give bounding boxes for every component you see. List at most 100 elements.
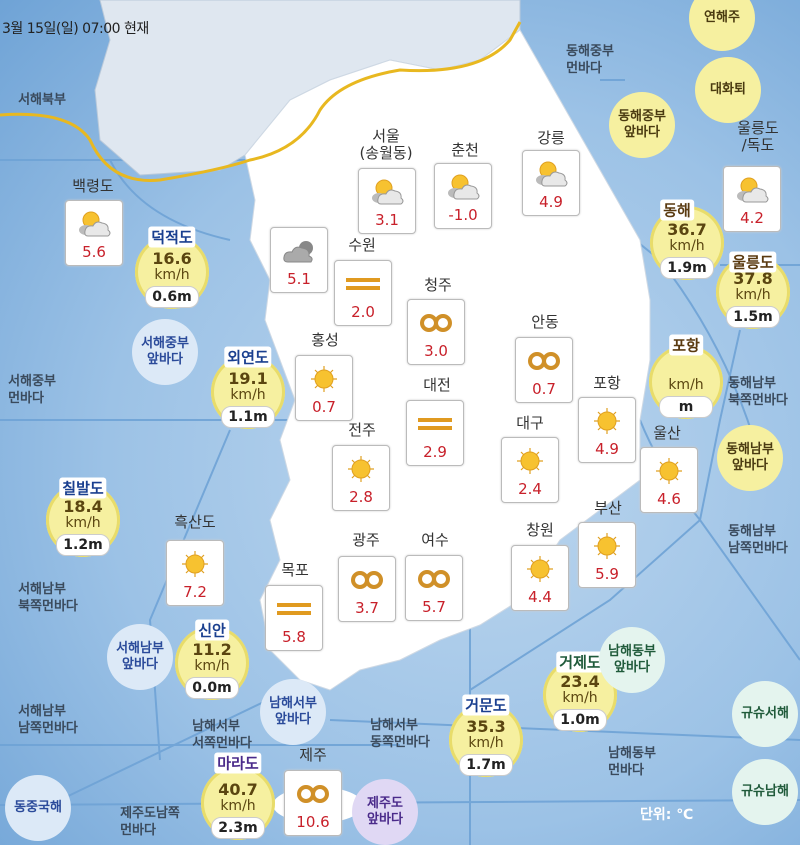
sea-area-label: 남해서부 서쪽먼바다 [192, 719, 252, 751]
sea-area-circle[interactable]: 남해동부 앞바다 [599, 627, 665, 693]
temperature: 2.9 [423, 443, 447, 461]
buoy-name: 울릉도 [729, 251, 777, 273]
weather-card[interactable]: 2.8 [332, 445, 390, 511]
haze-icon [343, 269, 383, 299]
sea-area-circle[interactable]: 서해남부 앞바다 [107, 624, 173, 690]
buoy-name: 포항 [669, 334, 703, 356]
city-name: 전주 [348, 421, 376, 439]
wind-unit: km/h [194, 658, 230, 674]
city-name: 수원 [348, 236, 376, 254]
weather-card[interactable]: 5.6 [65, 200, 123, 266]
weather-card[interactable]: 3.1 [358, 168, 416, 234]
wind-unit: km/h [154, 267, 190, 283]
cloudy-icon [279, 236, 319, 266]
sea-area-circle[interactable]: 대화퇴 [695, 57, 761, 123]
sea-area-circle[interactable]: 동중국해 [5, 775, 71, 841]
sunny-icon [304, 364, 344, 394]
sea-area-circle[interactable]: 연해주 [689, 0, 755, 51]
wave-height: 1.9m [660, 257, 714, 279]
sea-area-label: 남해동부 먼바다 [608, 746, 656, 778]
wind-speed: 36.7 [667, 220, 707, 239]
city-name: 춘천 [451, 141, 479, 159]
city-name: 창원 [526, 521, 554, 539]
sunny-icon [341, 454, 381, 484]
weather-card[interactable]: 4.9 [522, 150, 580, 216]
buoy-marker[interactable]: km/h m [649, 345, 723, 419]
buoy-name: 칠발도 [59, 477, 107, 499]
sea-area-label: 서해남부 남쪽먼바다 [18, 704, 78, 736]
sunny-icon [175, 549, 215, 579]
temperature: 4.9 [595, 440, 619, 458]
wave-height: m [659, 396, 713, 418]
city-name: 여수 [421, 531, 449, 549]
city-name: 안동 [531, 313, 559, 331]
temperature: 3.1 [375, 211, 399, 229]
city-name: 부산 [594, 499, 622, 517]
city-name: 흑산도 [174, 513, 216, 531]
weather-card[interactable]: 3.7 [338, 556, 396, 622]
city-name: 울릉도 /독도 [737, 119, 779, 154]
haze-icon [415, 409, 455, 439]
buoy-marker[interactable]: 40.7 km/h 2.3m [201, 766, 275, 840]
city-name: 울산 [653, 424, 681, 442]
temperature: 2.8 [349, 488, 373, 506]
sea-area-circle[interactable]: 규슈남해 [732, 759, 798, 825]
weather-card[interactable]: 4.9 [578, 397, 636, 463]
wave-height: 1.7m [459, 754, 513, 776]
sea-area-label: 서해남부 북쪽먼바다 [18, 582, 78, 614]
weather-card[interactable]: 0.7 [295, 355, 353, 421]
weather-card[interactable]: 0.7 [515, 337, 573, 403]
sea-area-circle[interactable]: 규슈서해 [732, 681, 798, 747]
weather-card[interactable]: 4.4 [511, 545, 569, 611]
weather-card[interactable]: 2.0 [334, 260, 392, 326]
fog-icon [347, 565, 387, 595]
buoy-marker[interactable]: 11.2 km/h 0.0m [175, 626, 249, 700]
sea-area-label: 서해북부 [18, 92, 66, 108]
weather-card[interactable]: 5.1 [270, 227, 328, 293]
buoy-marker[interactable]: 35.3 km/h 1.7m [449, 703, 523, 777]
buoy-name: 동해 [660, 199, 694, 221]
weather-card[interactable]: 3.0 [407, 299, 465, 365]
unit-label: 단위: ℃ [640, 807, 694, 823]
temperature: 4.6 [657, 490, 681, 508]
weather-card[interactable]: 5.9 [578, 522, 636, 588]
weather-card[interactable]: 4.2 [723, 166, 781, 232]
temperature: 4.2 [740, 209, 764, 227]
weather-card[interactable]: 2.4 [501, 437, 559, 503]
weather-card[interactable]: 5.8 [265, 585, 323, 651]
weather-card[interactable]: 5.7 [405, 555, 463, 621]
haze-icon [274, 594, 314, 624]
wind-speed: 37.8 [733, 269, 773, 288]
temperature: 7.2 [183, 583, 207, 601]
city-name: 광주 [352, 531, 380, 549]
temperature: 5.1 [287, 270, 311, 288]
fog-icon [414, 564, 454, 594]
sea-area-circle[interactable]: 동해남부 앞바다 [717, 425, 783, 491]
sunny-icon [510, 446, 550, 476]
weather-card[interactable]: 7.2 [166, 540, 224, 606]
fog-icon [416, 308, 456, 338]
temperature: 5.7 [422, 598, 446, 616]
sea-area-circle[interactable]: 남해서부 앞바다 [260, 679, 326, 745]
weather-card[interactable]: 2.9 [406, 400, 464, 466]
weather-card[interactable]: 10.6 [284, 770, 342, 836]
sea-area-circle[interactable]: 동해중부 앞바다 [609, 92, 675, 158]
boundary-line [0, 21, 522, 182]
sea-area-circle[interactable]: 서해중부 앞바다 [132, 319, 198, 385]
wind-unit: km/h [735, 287, 771, 303]
partly-cloudy-icon [367, 177, 407, 207]
wind-unit: km/h [65, 515, 101, 531]
wave-height: 1.0m [553, 709, 607, 731]
sea-area-label: 동해중부 먼바다 [566, 44, 614, 76]
buoy-marker[interactable]: 19.1 km/h 1.1m [211, 355, 285, 429]
weather-card[interactable]: 4.6 [640, 447, 698, 513]
sunny-icon [587, 406, 627, 436]
city-name: 목포 [281, 561, 309, 579]
buoy-name: 신안 [195, 619, 229, 641]
temperature: 3.0 [424, 342, 448, 360]
wave-height: 0.0m [185, 677, 239, 699]
weather-card[interactable]: -1.0 [434, 163, 492, 229]
sea-area-circle[interactable]: 제주도 앞바다 [352, 779, 418, 845]
wind-unit: km/h [669, 238, 705, 254]
